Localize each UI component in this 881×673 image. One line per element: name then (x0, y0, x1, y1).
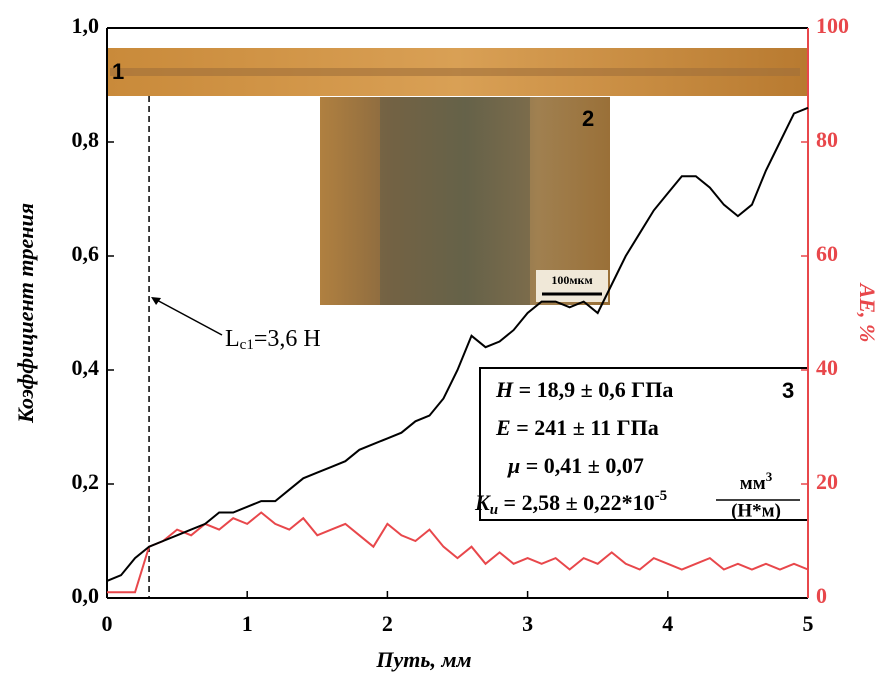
y-tick-label: 0,8 (72, 127, 100, 152)
series-line (107, 513, 808, 593)
x-tick-label: 5 (803, 611, 814, 636)
inset-label: 2 (582, 106, 594, 131)
y2-tick-label: 20 (816, 469, 838, 494)
k-line: Kи = 2,58 ± 0,22*10-5 (474, 488, 667, 518)
inset-label: 1 (112, 59, 124, 84)
scratch-detail (380, 97, 530, 305)
lc1-label: Lc1=3,6 Н (225, 326, 321, 354)
box-label: 3 (782, 378, 794, 403)
y-tick-label: 1,0 (72, 13, 100, 38)
y2-tick-label: 100 (816, 13, 849, 38)
property-text: = 0,41 ± 0,07 (520, 453, 644, 478)
x-tick-label: 2 (382, 611, 393, 636)
y2-tick-label: 0 (816, 583, 827, 608)
y-tick-label: 0,4 (72, 355, 100, 380)
lc1-arrow (153, 298, 222, 335)
x-tick-label: 0 (102, 611, 113, 636)
property-var: μ (507, 453, 520, 478)
y2-tick-label: 40 (816, 355, 838, 380)
property-line: μ = 0,41 ± 0,07 (507, 453, 644, 478)
y-tick-label: 0,6 (72, 241, 100, 266)
y-axis-label: Коэффициент трения (13, 203, 38, 424)
chart: 100мкм 1 2 3 Lc1=3,6 Н Kи = 2,58 ± 0,22*… (0, 0, 881, 673)
property-var: H (495, 377, 514, 402)
property-text: = 241 ± 11 ГПа (511, 415, 659, 440)
scale-bar-label: 100мкм (551, 273, 592, 287)
x-tick-label: 3 (522, 611, 533, 636)
y-tick-label: 0,0 (72, 583, 100, 608)
y2-tick-label: 80 (816, 127, 838, 152)
y2-axis-label: AE, % (855, 282, 880, 343)
x-tick-label: 4 (662, 611, 673, 636)
scratch-track (110, 68, 800, 76)
property-text: = 18,9 ± 0,6 ГПа (513, 377, 673, 402)
property-line: H = 18,9 ± 0,6 ГПа (495, 377, 673, 402)
k-denominator: (Н*м) (731, 500, 781, 521)
y-tick-label: 0,2 (72, 469, 100, 494)
property-var: E (495, 415, 511, 440)
x-axis-label: Путь, мм (375, 647, 471, 672)
x-tick-label: 1 (242, 611, 253, 636)
y2-tick-label: 60 (816, 241, 838, 266)
property-line: E = 241 ± 11 ГПа (495, 415, 659, 440)
